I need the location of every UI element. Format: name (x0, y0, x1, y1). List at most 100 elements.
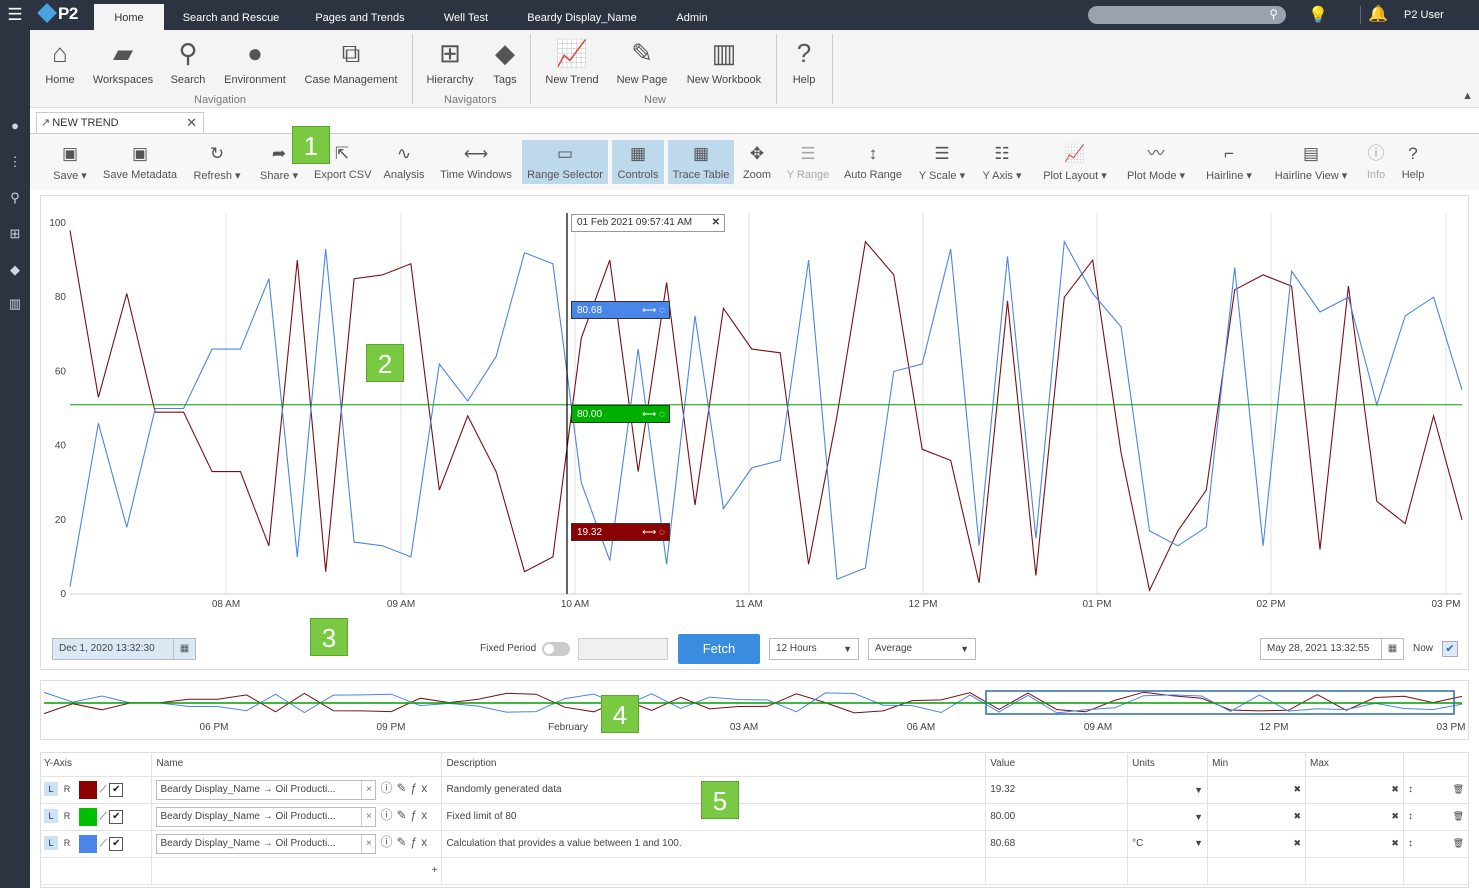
reorder-icon[interactable]: ↕ (1407, 811, 1413, 822)
line-style-icon[interactable]: ⟋ (99, 811, 107, 823)
units-select[interactable]: ▼ (1127, 776, 1209, 804)
navigator-range-handle[interactable] (985, 690, 1455, 715)
search-icon[interactable]: ⚲ (10, 190, 20, 205)
ribbon-environment-button[interactable]: ● Environment (222, 36, 288, 86)
clear-icon[interactable]: ✖ (1391, 838, 1399, 848)
refresh-button[interactable]: ↻ Refresh ▾ (190, 140, 244, 184)
book-icon[interactable]: ▥ (8, 296, 22, 311)
tag-name-field[interactable]: Beardy Display_Name → Oil Producti... × (156, 806, 377, 827)
pencil-icon[interactable]: ✎ (396, 835, 411, 850)
close-icon[interactable]: ✕ (186, 115, 197, 130)
function-icon[interactable]: ƒx (410, 808, 432, 823)
end-date-input[interactable]: May 28, 2021 13:32:55 ▦ (1260, 638, 1404, 660)
tab-new-trend[interactable]: ↗ NEW TREND ✕ (36, 112, 204, 134)
logo[interactable]: P2 (37, 3, 78, 26)
hairline-actions-icon[interactable]: ⟷ ◌ (641, 409, 665, 420)
clear-icon[interactable]: ✖ (1293, 838, 1302, 848)
fetch-button[interactable]: Fetch (678, 634, 760, 664)
duration-select[interactable]: 12 Hours ▼ (769, 638, 859, 660)
share-button[interactable]: ➦ Share ▾ (256, 140, 302, 184)
visible-checkbox[interactable]: ✔ (109, 783, 124, 798)
trash-icon[interactable]: 🗑 (1452, 784, 1464, 794)
ribbon-tags-button[interactable]: ◆ Tags (488, 36, 522, 86)
auto-range-button[interactable]: ↕ Auto Range (840, 140, 906, 184)
export-csv-button[interactable]: ⇱ Export CSV (314, 144, 372, 181)
clear-icon[interactable]: ✖ (1293, 784, 1302, 794)
ribbon-workspaces-button[interactable]: ▰ Workspaces (92, 38, 154, 86)
visible-checkbox[interactable]: ✔ (109, 810, 124, 825)
user-icon[interactable]: ● (11, 118, 19, 133)
function-icon[interactable]: ƒx (410, 835, 432, 850)
tag-icon[interactable]: ◆ (10, 262, 20, 277)
controls-button[interactable]: ▦ Controls (612, 140, 664, 184)
color-swatch[interactable] (78, 834, 97, 853)
reorder-icon[interactable]: ↕ (1407, 784, 1413, 795)
pencil-icon[interactable]: ✎ (396, 781, 411, 796)
y-range-button[interactable]: ☰ Y Range (784, 140, 832, 184)
nav-tab-well-test[interactable]: Well Test (443, 12, 489, 24)
nav-tab-search-and-rescue[interactable]: Search and Rescue (182, 12, 280, 24)
hairline-view-button[interactable]: ▤ Hairline View ▾ (1270, 140, 1352, 184)
ribbon-new-workbook-button[interactable]: ▥ New Workbook (684, 36, 764, 86)
ribbon-home-button[interactable]: ⌂ Home (42, 36, 78, 86)
function-icon[interactable]: ƒx (410, 781, 432, 796)
hairline-actions-icon[interactable]: ⟷ ◌ (641, 527, 665, 538)
max-cell[interactable]: ✖ (1305, 776, 1404, 804)
nav-tab-beardy-display[interactable]: Beardy Display_Name (527, 12, 637, 24)
trash-icon[interactable]: 🗑 (1452, 811, 1464, 821)
nav-tab-home[interactable]: Home (94, 4, 164, 30)
plot-mode-button[interactable]: 〰 Plot Mode ▾ (1122, 140, 1190, 184)
collapse-ribbon-icon[interactable]: ▲ (1462, 90, 1473, 102)
line-style-icon[interactable]: ⟋ (99, 838, 107, 850)
info-icon[interactable]: ⓘ (380, 781, 397, 796)
bell-icon[interactable]: 🔔 (1368, 6, 1388, 23)
hierarchy-icon[interactable]: ⊞ (9, 226, 21, 241)
save-metadata-button[interactable]: ▣ Save Metadata (103, 144, 177, 181)
global-search-input[interactable]: ⚲ (1088, 6, 1286, 24)
pencil-icon[interactable]: ✎ (396, 808, 411, 823)
ribbon-new-trend-button[interactable]: 📈 New Trend (545, 38, 599, 86)
user-name[interactable]: P2 User (1404, 9, 1444, 21)
left-axis-toggle[interactable]: L (44, 809, 58, 824)
info-button[interactable]: ⓘ Info (1360, 140, 1392, 184)
clear-icon[interactable]: × (361, 834, 375, 853)
ribbon-new-page-button[interactable]: ✎ New Page (616, 38, 668, 86)
trend-chart[interactable]: 08 AM 09 AM 10 AM 11 AM 12 PM 01 PM 02 PM 03 PM… (40, 196, 1469, 616)
ribbon-hierarchy-button[interactable]: ⊞ Hierarchy (426, 38, 474, 86)
clear-icon[interactable]: × (361, 780, 375, 799)
color-swatch[interactable] (78, 807, 97, 826)
reorder-icon[interactable]: ↕ (1407, 838, 1413, 849)
left-axis-toggle[interactable]: L (44, 836, 58, 851)
save-button[interactable]: ▣ Save ▾ (50, 140, 90, 184)
left-axis-toggle[interactable]: L (44, 782, 58, 797)
tag-name-field[interactable]: Beardy Display_Name → Oil Producti... × (156, 833, 377, 854)
line-style-icon[interactable]: ⟋ (99, 784, 107, 796)
max-cell[interactable]: ✖ (1305, 803, 1404, 831)
color-swatch[interactable] (78, 780, 97, 799)
units-select[interactable]: ▼ (1127, 803, 1209, 831)
close-icon[interactable]: ✕ (711, 217, 720, 228)
trace-table-button[interactable]: ▦ Trace Table (668, 140, 734, 184)
analysis-button[interactable]: ∿ Analysis (383, 144, 425, 181)
units-select[interactable]: °C ▼ (1127, 830, 1209, 858)
min-cell[interactable]: ✖ (1207, 803, 1307, 831)
right-axis-toggle[interactable]: R (63, 838, 71, 849)
trash-icon[interactable]: 🗑 (1452, 838, 1464, 848)
y-scale-button[interactable]: ☰ Y Scale ▾ (914, 140, 970, 184)
aggregation-select[interactable]: Average ▼ (868, 638, 976, 660)
ribbon-search-button[interactable]: ⚲ Search (168, 36, 208, 86)
max-cell[interactable]: ✖ (1305, 830, 1404, 858)
more-icon[interactable]: ⋮ (8, 154, 22, 169)
time-windows-button[interactable]: ⟷ Time Windows (438, 140, 514, 184)
help-button[interactable]: ? Help (1396, 140, 1430, 184)
min-cell[interactable]: ✖ (1207, 830, 1307, 858)
period-input[interactable] (578, 638, 668, 660)
menu-icon[interactable]: ☰ (7, 5, 23, 24)
ribbon-help-button[interactable]: ? Help (788, 36, 820, 86)
ribbon-case-management-button[interactable]: ⧉ Case Management (304, 38, 398, 86)
add-trace-icon[interactable]: + (431, 865, 438, 876)
zoom-button[interactable]: ✥ Zoom (738, 140, 776, 184)
range-selector-button[interactable]: ▭ Range Selector (522, 140, 608, 184)
calendar-icon[interactable]: ▦ (173, 639, 195, 659)
clear-icon[interactable]: ✖ (1293, 811, 1302, 821)
